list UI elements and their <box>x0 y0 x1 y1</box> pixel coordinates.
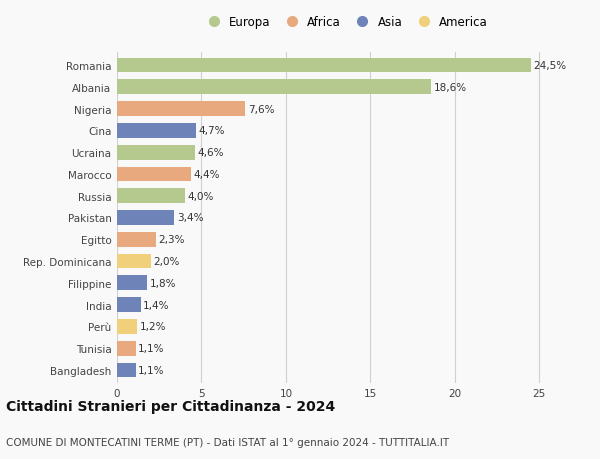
Bar <box>117 189 185 204</box>
Text: 1,2%: 1,2% <box>140 322 166 332</box>
Bar <box>117 167 191 182</box>
Bar <box>117 254 151 269</box>
Text: 4,7%: 4,7% <box>199 126 226 136</box>
Text: 24,5%: 24,5% <box>533 61 566 71</box>
Text: 1,1%: 1,1% <box>138 365 164 375</box>
Bar <box>117 319 137 334</box>
Bar <box>117 58 531 73</box>
Bar <box>117 232 156 247</box>
Text: 1,8%: 1,8% <box>150 278 176 288</box>
Text: 7,6%: 7,6% <box>248 104 274 114</box>
Text: 2,3%: 2,3% <box>158 235 185 245</box>
Text: 4,4%: 4,4% <box>194 169 220 179</box>
Bar <box>117 123 196 139</box>
Text: 18,6%: 18,6% <box>434 83 467 93</box>
Text: Cittadini Stranieri per Cittadinanza - 2024: Cittadini Stranieri per Cittadinanza - 2… <box>6 399 335 413</box>
Legend: Europa, Africa, Asia, America: Europa, Africa, Asia, America <box>199 12 491 33</box>
Text: COMUNE DI MONTECATINI TERME (PT) - Dati ISTAT al 1° gennaio 2024 - TUTTITALIA.IT: COMUNE DI MONTECATINI TERME (PT) - Dati … <box>6 437 449 448</box>
Text: 4,6%: 4,6% <box>197 148 224 158</box>
Text: 1,1%: 1,1% <box>138 343 164 353</box>
Text: 2,0%: 2,0% <box>154 257 179 267</box>
Bar <box>117 276 148 291</box>
Text: 4,0%: 4,0% <box>187 191 214 202</box>
Text: 3,4%: 3,4% <box>177 213 203 223</box>
Bar <box>117 102 245 117</box>
Bar <box>117 363 136 378</box>
Bar <box>117 80 431 95</box>
Bar <box>117 146 194 160</box>
Text: 1,4%: 1,4% <box>143 300 170 310</box>
Bar <box>117 297 140 313</box>
Bar <box>117 211 175 225</box>
Bar <box>117 341 136 356</box>
